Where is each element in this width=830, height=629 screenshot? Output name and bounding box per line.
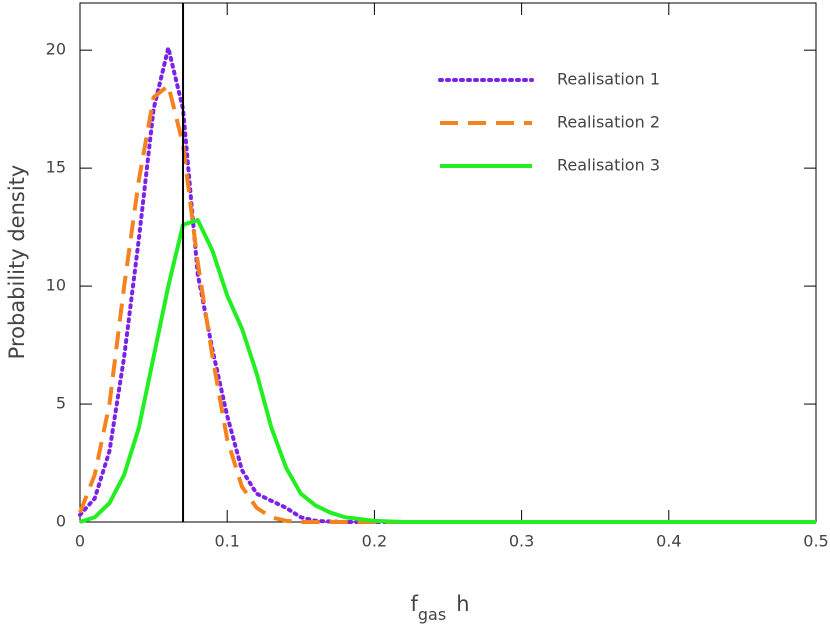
legend-label: Realisation 3 — [557, 156, 660, 175]
x-label-sub: gas — [418, 605, 446, 624]
x-tick-label: 0.1 — [214, 532, 239, 551]
series-line — [79, 218, 816, 524]
y-tick-label: 0 — [56, 512, 66, 531]
series-line — [78, 45, 818, 524]
y-axis-label: Probability density — [5, 165, 29, 360]
legend-label: Realisation 1 — [557, 70, 660, 89]
x-tick-label: 0.4 — [656, 532, 681, 551]
series-line — [78, 83, 816, 524]
x-tick-label: 0.2 — [362, 532, 387, 551]
x-label-base: f — [410, 592, 418, 616]
x-tick-label: 0.5 — [803, 532, 828, 551]
legend-label: Realisation 2 — [557, 113, 660, 132]
x-label-suffix: h — [456, 592, 469, 616]
y-tick-label: 10 — [46, 276, 66, 295]
y-tick-label: 5 — [56, 394, 66, 413]
x-tick-label: 0 — [75, 532, 85, 551]
y-tick-label: 15 — [46, 158, 66, 177]
x-axis-label: fgas h — [410, 592, 469, 624]
y-tick-label: 20 — [46, 40, 66, 59]
x-tick-label: 0.3 — [509, 532, 534, 551]
